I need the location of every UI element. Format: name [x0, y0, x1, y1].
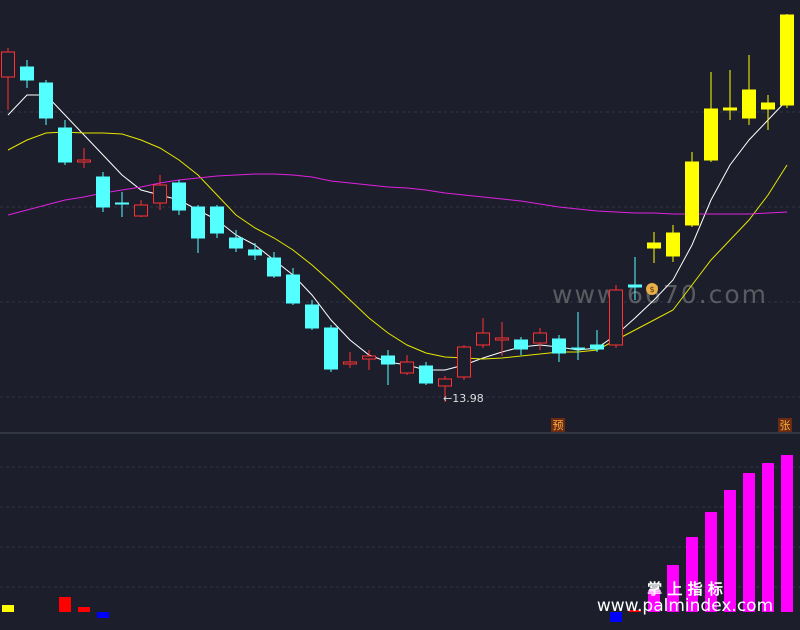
candle-body	[457, 346, 471, 378]
candles: ←13.98	[1, 14, 794, 405]
grid	[0, 111, 800, 588]
candle-body	[476, 332, 490, 346]
indicator-bar	[667, 565, 679, 612]
candle-body	[590, 344, 604, 350]
candle-body	[552, 338, 566, 354]
candle-body	[134, 204, 148, 217]
indicator-bar	[705, 512, 717, 612]
indicator-bar	[59, 597, 71, 612]
candle-body	[96, 176, 110, 208]
indicator-bar	[781, 455, 793, 612]
watermark: www.6670.com	[552, 280, 768, 309]
moving-averages	[7, 94, 788, 371]
candle-body	[343, 361, 357, 365]
low-label: ←13.98	[443, 392, 484, 405]
indicator-bar	[743, 473, 755, 612]
indicator-bars	[2, 455, 793, 622]
candle-body	[153, 184, 167, 204]
candle-body	[191, 206, 205, 239]
candle-body	[609, 289, 623, 346]
candle-body	[647, 242, 661, 249]
ma-line	[7, 131, 788, 360]
svg-text:$: $	[649, 285, 654, 294]
marker-box	[778, 418, 792, 432]
candle-body	[400, 361, 414, 374]
candle-body	[742, 89, 756, 119]
marker: 张	[780, 419, 791, 432]
candle-body	[324, 327, 338, 370]
candle-body	[210, 206, 224, 234]
candle-body	[495, 337, 509, 341]
candle-body	[514, 339, 528, 350]
indicator-bar	[762, 463, 774, 612]
marker: 预	[553, 419, 564, 432]
candle-body	[761, 102, 775, 110]
candle-body	[419, 365, 433, 384]
indicator-bar	[97, 612, 109, 618]
ma-line	[7, 173, 788, 216]
candle-body	[723, 107, 737, 111]
marker-box	[551, 418, 565, 432]
candle-body	[172, 182, 186, 211]
indicator-bar	[724, 490, 736, 612]
candle-body	[39, 82, 53, 119]
indicator-bar	[610, 612, 622, 622]
candle-body	[438, 378, 452, 387]
candle-body	[286, 274, 300, 304]
footer-url: www.palmindex.com	[597, 596, 773, 616]
money-icon: $	[646, 283, 658, 295]
candle-body	[533, 332, 547, 344]
candle-body	[77, 159, 91, 163]
candle-body	[20, 66, 34, 81]
candle-body	[381, 355, 395, 365]
candle-body	[58, 127, 72, 163]
candle-body	[704, 108, 718, 161]
candle-body	[685, 161, 699, 226]
indicator-bar	[648, 590, 660, 612]
candle-body	[628, 284, 642, 288]
candle-body	[248, 249, 262, 256]
candle-body	[571, 347, 585, 350]
candle-body	[780, 14, 794, 106]
candle-body	[229, 237, 243, 249]
candle-body	[666, 232, 680, 257]
footer-title: 掌 上 指 标	[647, 580, 723, 598]
candle-body	[267, 257, 281, 277]
candle-body	[362, 355, 376, 360]
candle-body	[1, 51, 15, 78]
candle-body	[115, 202, 129, 205]
indicator-bar	[2, 605, 14, 612]
candle-body	[305, 304, 319, 329]
indicator-bar	[686, 537, 698, 612]
indicator-bar	[78, 607, 90, 612]
indicator-bar	[629, 610, 641, 612]
